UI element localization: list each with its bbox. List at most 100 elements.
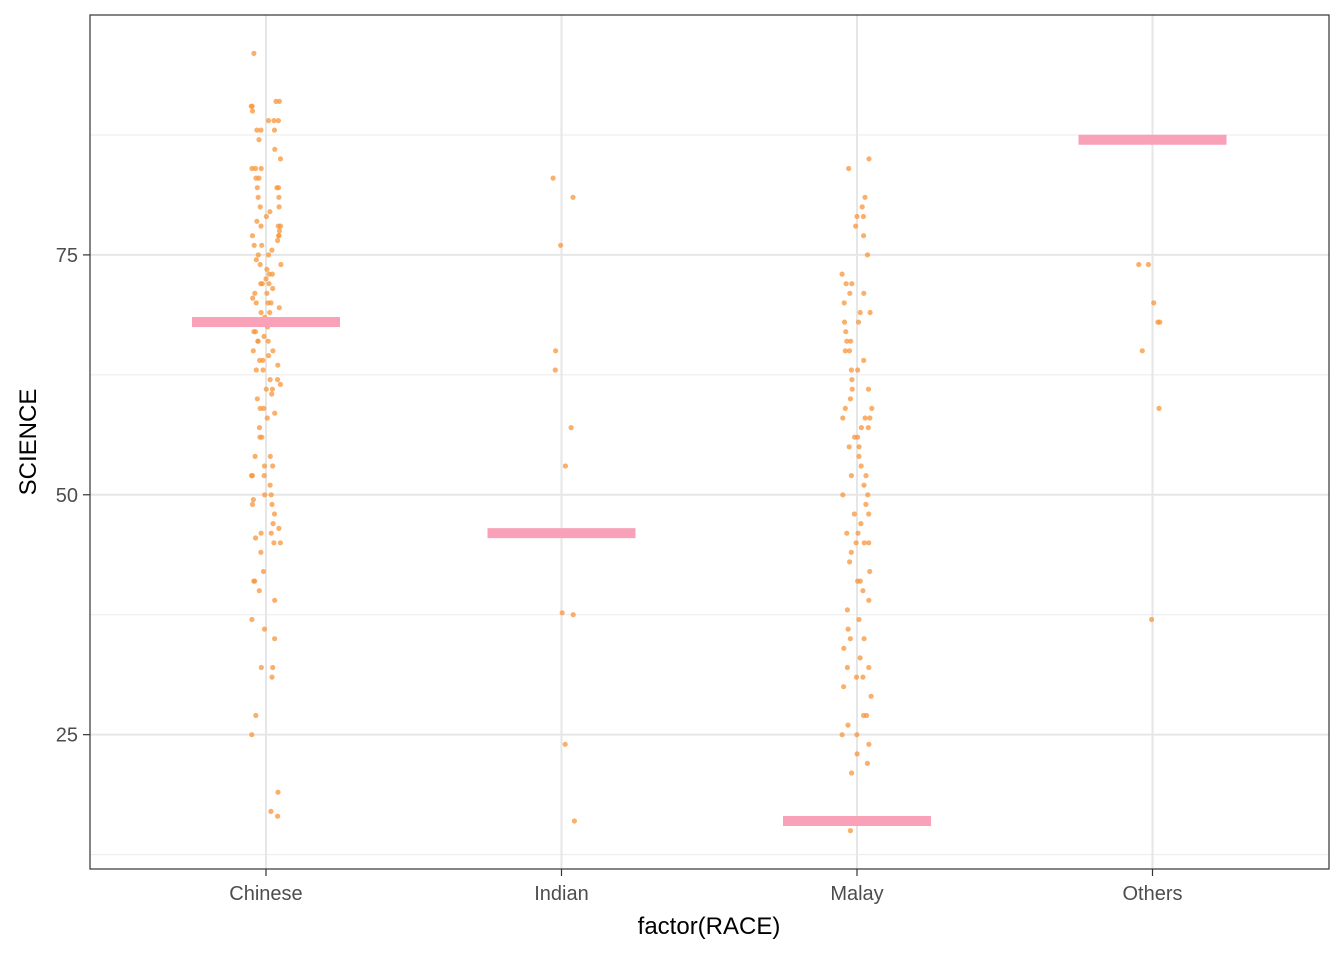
data-point [866, 540, 872, 546]
data-point [868, 693, 874, 699]
data-point [570, 612, 576, 618]
data-point [266, 271, 272, 277]
data-point [267, 309, 273, 316]
data-point [1157, 319, 1163, 325]
data-point [252, 329, 259, 335]
data-point [558, 242, 564, 248]
data-point [846, 348, 853, 354]
data-point [867, 568, 873, 575]
data-point [253, 175, 259, 181]
data-point [250, 497, 256, 503]
data-point [263, 386, 269, 392]
data-point [843, 281, 849, 287]
data-point [263, 276, 269, 282]
data-point [865, 492, 871, 498]
data-point [846, 165, 852, 172]
data-point [275, 185, 282, 191]
data-point [845, 626, 851, 632]
data-point [275, 118, 281, 124]
data-point [847, 290, 853, 296]
data-point [855, 434, 861, 440]
data-point [252, 290, 258, 296]
data-point [254, 396, 260, 402]
data-point [272, 410, 278, 416]
data-point [862, 194, 868, 200]
y-tick-label: 25 [56, 725, 78, 747]
data-point [250, 348, 256, 354]
data-point [269, 247, 275, 253]
data-point [861, 233, 867, 239]
data-point [271, 127, 278, 133]
data-point [254, 218, 260, 224]
data-point [846, 444, 852, 450]
data-point [849, 770, 855, 776]
data-point [1145, 261, 1151, 268]
data-point [839, 271, 845, 277]
data-point [270, 664, 276, 671]
data-point [867, 309, 873, 316]
y-axis-title: SCIENCE [15, 389, 42, 496]
data-point [257, 261, 263, 268]
data-point [249, 732, 255, 738]
data-point [847, 559, 853, 565]
data-point [865, 386, 872, 392]
data-point [253, 300, 259, 306]
data-point [270, 285, 276, 292]
data-point [270, 463, 276, 469]
data-point [854, 732, 860, 738]
data-point [860, 213, 867, 220]
data-point [568, 425, 574, 431]
data-point [1139, 348, 1145, 354]
data-point [858, 425, 865, 431]
data-point [253, 712, 259, 719]
data-point [267, 377, 273, 383]
data-point [261, 463, 268, 469]
data-point [863, 501, 869, 507]
data-point [265, 252, 272, 258]
data-point [867, 415, 873, 421]
data-point [258, 127, 264, 133]
data-point [252, 453, 258, 459]
data-point [864, 760, 871, 767]
data-point [857, 309, 863, 316]
plot-background [90, 15, 1329, 869]
data-point [853, 674, 860, 680]
x-tick-label: Others [1122, 883, 1182, 905]
data-point [842, 348, 848, 354]
data-point [276, 98, 282, 104]
data-point [268, 530, 274, 536]
data-point [857, 655, 863, 661]
data-point [550, 175, 556, 181]
data-point [265, 118, 272, 124]
data-point [259, 242, 265, 248]
mean-marker [487, 528, 636, 539]
data-point [276, 204, 282, 210]
data-point [269, 391, 275, 397]
data-point [866, 597, 872, 603]
data-point [262, 492, 268, 498]
data-point [277, 156, 284, 162]
mean-marker [783, 816, 931, 827]
data-point [842, 405, 848, 411]
data-point [866, 664, 872, 671]
data-point [275, 362, 281, 368]
y-tick-label: 75 [56, 245, 78, 267]
data-point [278, 261, 284, 268]
data-point [276, 194, 282, 200]
data-point [844, 530, 850, 536]
data-point [267, 453, 273, 459]
mean-marker [1078, 134, 1227, 145]
mean-markers [192, 134, 1227, 827]
data-point [267, 482, 273, 488]
data-point [276, 305, 282, 311]
data-point [254, 185, 260, 191]
data-point [844, 338, 850, 344]
data-point [265, 353, 272, 359]
data-point [841, 319, 848, 325]
data-point [255, 194, 261, 200]
data-point [271, 118, 277, 124]
data-point [861, 290, 867, 296]
data-point [258, 530, 264, 536]
data-point [257, 357, 263, 363]
y-tick-label: 50 [56, 485, 78, 507]
